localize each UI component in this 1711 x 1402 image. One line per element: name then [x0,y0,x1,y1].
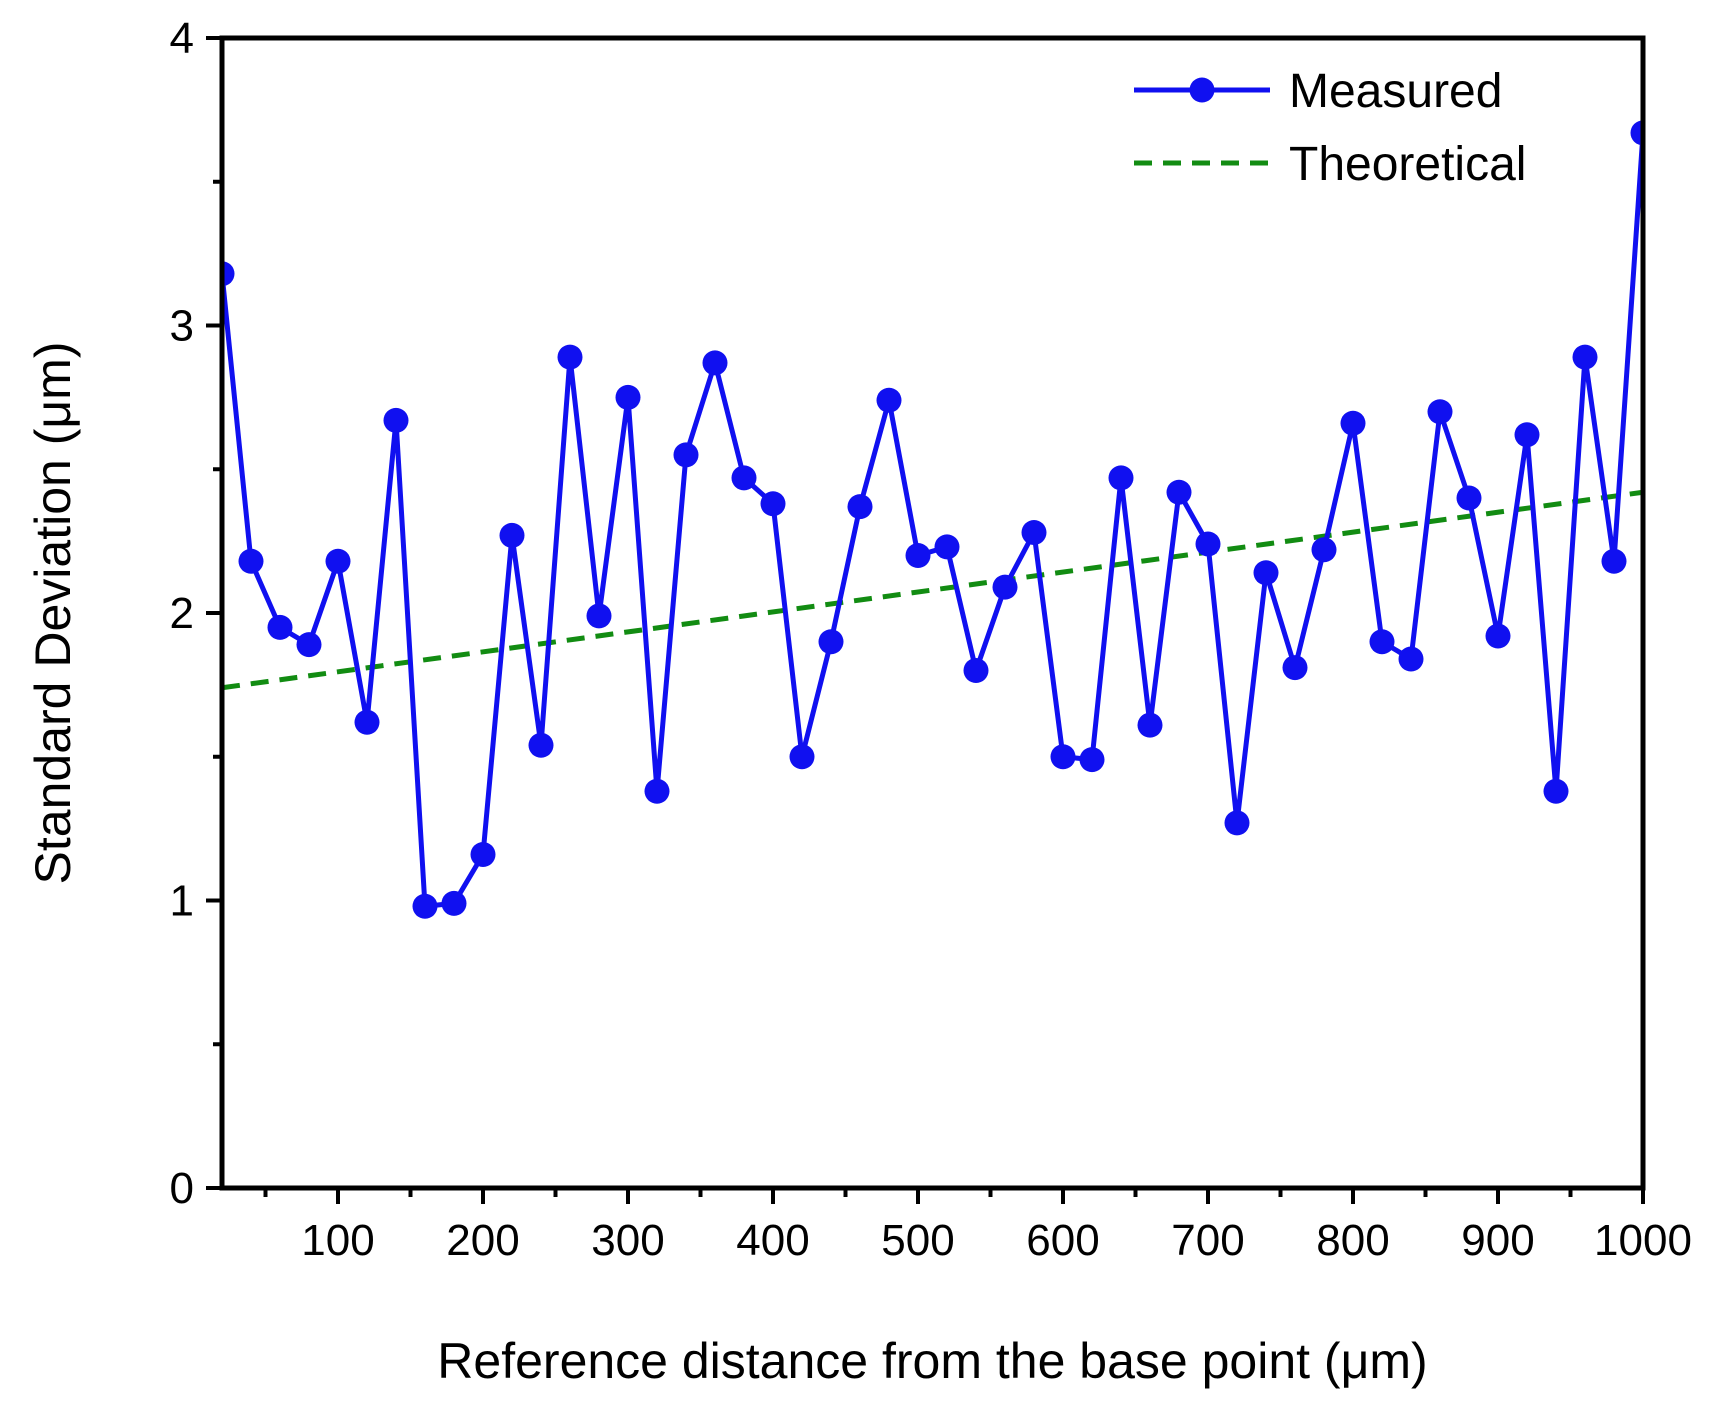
measured-point [1311,537,1337,563]
measured-point [1195,531,1221,557]
measured-point [1543,778,1569,804]
measured-point [557,344,583,370]
measured-line [222,132,1643,909]
measured-point [1398,646,1424,672]
x-tick-label: 300 [591,1216,664,1265]
x-tick-label: 900 [1461,1216,1534,1265]
y-tick-label: 4 [170,14,194,63]
measured-point [934,534,960,560]
measured-point [1427,399,1453,425]
measured-point [702,350,728,376]
measured-point [354,709,380,735]
measured-point [412,893,438,919]
measured-point [383,407,409,433]
measured-point [1485,623,1511,649]
measured-point [1369,629,1395,655]
measured-point [1079,747,1105,773]
legend: Measured Theoretical [1134,65,1526,191]
ticks-layer [206,36,1645,1204]
measured-point [1340,410,1366,436]
measured-point [528,732,554,758]
measured-point [222,261,235,287]
measured-point [586,603,612,629]
measured-point [760,491,786,517]
measured-point [1572,344,1598,370]
measured-point [731,465,757,491]
measured-point [818,629,844,655]
measured-point [1253,560,1279,586]
x-tick-label: 400 [736,1216,809,1265]
series-layer [221,120,1644,919]
x-tick-label: 800 [1316,1216,1389,1265]
measured-point [1021,520,1047,545]
y-axis-title: Standard Deviation (μm) [25,342,81,885]
measured-point [847,494,873,520]
measured-point [905,543,931,568]
measured-point [876,387,902,413]
measured-point [615,384,641,410]
measured-point [325,548,351,574]
measured-point [644,778,670,804]
x-tick-label: 200 [446,1216,519,1265]
x-tick-label: 100 [301,1216,374,1265]
measured-point [992,574,1018,600]
measured-point [1108,465,1134,491]
legend-theoretical-label: Theoretical [1289,138,1526,191]
measured-point [789,744,815,770]
measured-point [1514,422,1540,448]
tick-labels-layer: 0 1 2 3 4 100 200 300 400 500 600 700 800 900 1000 [170,14,1692,1265]
legend-measured-label: Measured [1289,65,1502,118]
measured-point [1137,712,1163,738]
measured-point [1050,744,1076,770]
measured-point [1456,485,1482,511]
y-tick-label: 0 [170,1164,194,1213]
theoretical-line [221,489,1644,691]
measured-point [673,442,699,468]
measured-point [238,548,264,574]
measured-point [1166,479,1192,505]
x-tick-label: 1000 [1594,1216,1692,1265]
x-tick-label: 500 [881,1216,954,1265]
measured-point [441,890,467,916]
plot-frame [219,35,1646,1191]
measured-point [267,614,293,640]
measured-point [1630,120,1643,146]
measured-point [1224,810,1250,836]
measured-point [470,842,496,867]
measured-point [296,632,322,658]
legend-measured-marker [1189,77,1215,103]
y-tick-label: 2 [170,589,194,638]
x-axis-title: Reference distance from the base point (… [437,1333,1427,1389]
x-tick-label: 600 [1026,1216,1099,1265]
x-tick-label: 700 [1171,1216,1244,1265]
measured-point [963,658,989,683]
measured-point [1282,655,1308,681]
measured-point [1601,548,1627,574]
y-tick-label: 1 [170,877,194,926]
y-tick-label: 3 [170,302,194,351]
measured-point [499,522,525,548]
